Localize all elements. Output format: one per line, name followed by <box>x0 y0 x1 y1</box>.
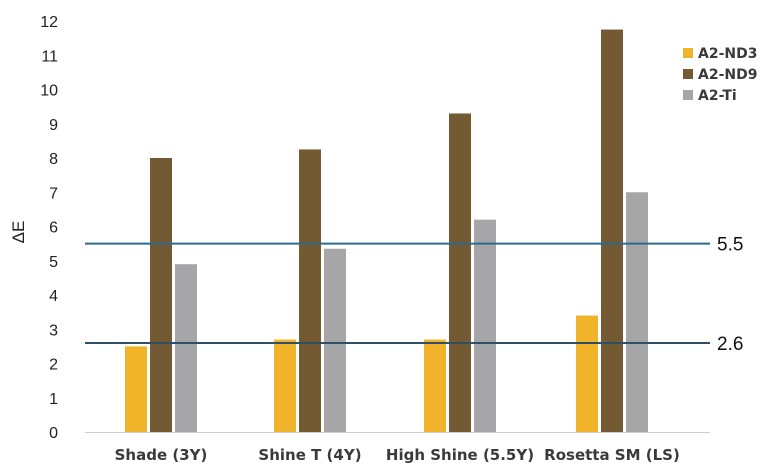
y-tick-label: 11 <box>41 48 58 65</box>
y-tick-label: 2 <box>49 357 58 374</box>
y-tick-label: 6 <box>49 220 58 237</box>
x-category-label: High Shine (5.5Y) <box>386 446 534 464</box>
legend-label: A2-ND3 <box>698 46 757 62</box>
y-tick-label: 12 <box>40 14 58 31</box>
legend-swatch-a2-nd9 <box>683 69 693 79</box>
y-axis-label: ΔE <box>9 221 28 244</box>
reference-line-label: 5.5 <box>717 235 743 256</box>
reference-line-label: 2.6 <box>717 334 743 355</box>
legend-label: A2-ND9 <box>698 67 757 83</box>
bar-a2-ti-3 <box>474 219 496 432</box>
x-category-label: Shine T (4Y) <box>258 446 361 464</box>
x-category-label: Shade (3Y) <box>115 446 208 464</box>
bar-a2-nd3-1 <box>125 346 147 432</box>
reference-lines: 5.5 2.6 <box>85 235 743 355</box>
bar-a2-nd3-2 <box>274 339 296 432</box>
legend: A2-ND3 A2-ND9 A2-Ti <box>683 46 757 104</box>
y-tick-label: 7 <box>49 185 58 202</box>
legend-swatch-a2-ti <box>683 90 693 100</box>
x-category-label: Rosetta SM (LS) <box>544 446 680 464</box>
y-tick-label: 1 <box>49 391 58 408</box>
bar-a2-nd9-1 <box>150 158 172 432</box>
y-tick-label: 3 <box>49 322 58 339</box>
y-tick-label: 8 <box>49 151 58 168</box>
bars <box>125 29 648 432</box>
legend-swatch-a2-nd3 <box>683 48 693 58</box>
bar-a2-ti-2 <box>324 248 346 432</box>
y-tick-label: 5 <box>49 254 58 271</box>
x-axis-categories: Shade (3Y) Shine T (4Y) High Shine (5.5Y) R… <box>115 446 680 464</box>
y-tick-label: 4 <box>49 288 58 305</box>
bar-a2-ti-4 <box>626 192 648 432</box>
bar-a2-nd9-3 <box>449 113 471 432</box>
bar-a2-nd9-4 <box>601 29 623 432</box>
legend-label: A2-Ti <box>698 88 737 104</box>
bar-a2-nd3-3 <box>424 339 446 432</box>
y-tick-label: 9 <box>49 117 58 134</box>
bar-a2-ti-1 <box>175 264 197 432</box>
bar-a2-nd3-4 <box>576 315 598 432</box>
bar-a2-nd9-2 <box>299 149 321 432</box>
y-tick-label: 0 <box>49 425 58 442</box>
y-tick-label: 10 <box>40 83 58 100</box>
